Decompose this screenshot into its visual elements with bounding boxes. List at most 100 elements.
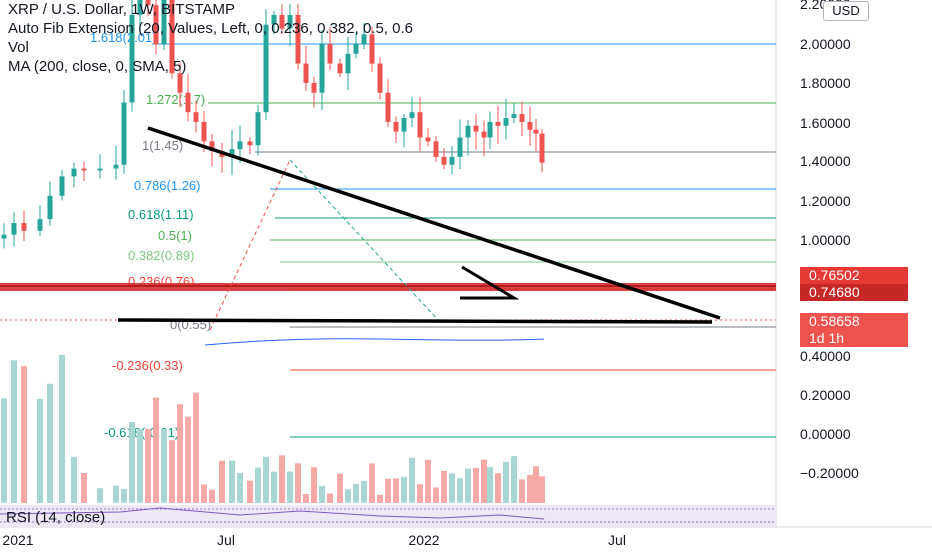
candle-body [503, 118, 509, 126]
price-tag-lower: 0.74680 [800, 284, 908, 301]
volume-bar [47, 383, 53, 503]
candle-body [21, 223, 27, 231]
fib-trend-line [289, 159, 441, 323]
candle-body [465, 125, 471, 138]
candle [353, 32, 359, 503]
candle [295, 3, 301, 503]
candle [527, 106, 533, 503]
volume-bar [1, 398, 7, 503]
volume-bar [145, 428, 151, 503]
fib-level-label: 0.618(1.11) [128, 207, 194, 222]
candle [237, 125, 243, 503]
candle [345, 37, 351, 503]
candle [473, 114, 479, 503]
ma-indicator-label[interactable]: MA (200, close, 0, SMA, 5) [8, 58, 187, 75]
candle-body [401, 118, 407, 132]
volume-bar [279, 455, 285, 503]
candle-body [113, 164, 119, 169]
rsi-label: RSI (14, close) [6, 509, 105, 526]
price-axis-tick: 1.80000 [800, 75, 851, 91]
candle [287, 3, 293, 503]
volume-bar [137, 428, 143, 503]
volume-bar [271, 471, 277, 503]
volume-bar [393, 478, 399, 503]
volume-bar [385, 478, 391, 503]
fib-indicator-label[interactable]: Auto Fib Extension (20, Values, Left, 0,… [8, 20, 413, 37]
candle-body [145, 0, 151, 6]
fib-level-label: 0.786(1.26) [134, 178, 201, 193]
volume-bar [327, 493, 333, 503]
volume-bar [81, 472, 87, 503]
fib-level-label: 0.5(1) [158, 228, 192, 243]
candle [465, 120, 471, 503]
fib-level-label: 1(1.45) [142, 138, 183, 153]
price-axis-tick: 0.40000 [800, 348, 851, 364]
price-axis-panel [776, 0, 932, 505]
candle-body [337, 63, 343, 74]
candle-body [271, 14, 277, 25]
volume-bar [441, 470, 447, 503]
candle [377, 57, 383, 503]
candle-body [209, 141, 215, 152]
candle [59, 169, 65, 503]
candle [409, 96, 415, 503]
volume-bar [161, 429, 167, 503]
volume-bar [495, 473, 501, 503]
candle [327, 27, 333, 503]
small-triangle-drawing [460, 265, 520, 300]
volume-bar [255, 467, 261, 503]
candle-body [177, 73, 183, 93]
volume-bar [533, 466, 539, 503]
candle [539, 128, 545, 503]
candle [247, 137, 253, 503]
candle [433, 136, 439, 503]
fib-trend-line [209, 159, 291, 331]
candle [255, 104, 261, 503]
volume-bar [303, 494, 309, 503]
candle-body [327, 44, 333, 64]
candle-body [279, 14, 285, 29]
candle [519, 101, 525, 503]
currency-button[interactable]: USD [823, 1, 869, 21]
volume-bar [153, 397, 159, 503]
candle-body [385, 92, 391, 122]
candle-body [527, 121, 533, 130]
volume-bar [503, 461, 509, 503]
candle [425, 127, 431, 503]
volume-bar [11, 360, 17, 503]
candle [129, 0, 135, 503]
price-axis-tick: 0.00000 [800, 426, 851, 442]
volume-bar [97, 488, 103, 503]
volume-indicator-label[interactable]: Vol [8, 39, 29, 56]
candle-body [97, 168, 103, 171]
price-axis-tick: 1.60000 [800, 115, 851, 131]
volume-bar [465, 468, 471, 503]
candle-body [237, 141, 243, 150]
candle [145, 0, 151, 503]
candle [401, 113, 407, 503]
candle-body [441, 156, 447, 165]
volume-bar [219, 460, 225, 503]
candle [161, 0, 167, 503]
candle [441, 148, 447, 503]
rsi-line [0, 507, 545, 520]
candle [393, 116, 399, 503]
candle-body [345, 53, 351, 74]
volume-bar [71, 456, 77, 503]
candle-body [287, 14, 293, 29]
volume-bar [473, 467, 479, 503]
candle-body [185, 92, 191, 113]
candle-body [361, 34, 367, 45]
volume-bar [369, 463, 375, 503]
volume-bar [519, 479, 525, 503]
candle-body [449, 156, 455, 165]
symbol-title[interactable]: XRP / U.S. Dollar, 1W, BITSTAMP [8, 1, 235, 18]
candle-body [369, 34, 375, 64]
candle-body [169, 0, 175, 74]
price-axis-tick: 0.20000 [800, 387, 851, 403]
fib-level-label: 1.618(2.01) [90, 30, 157, 45]
candle-body [311, 83, 317, 93]
volume-bar [193, 392, 199, 503]
